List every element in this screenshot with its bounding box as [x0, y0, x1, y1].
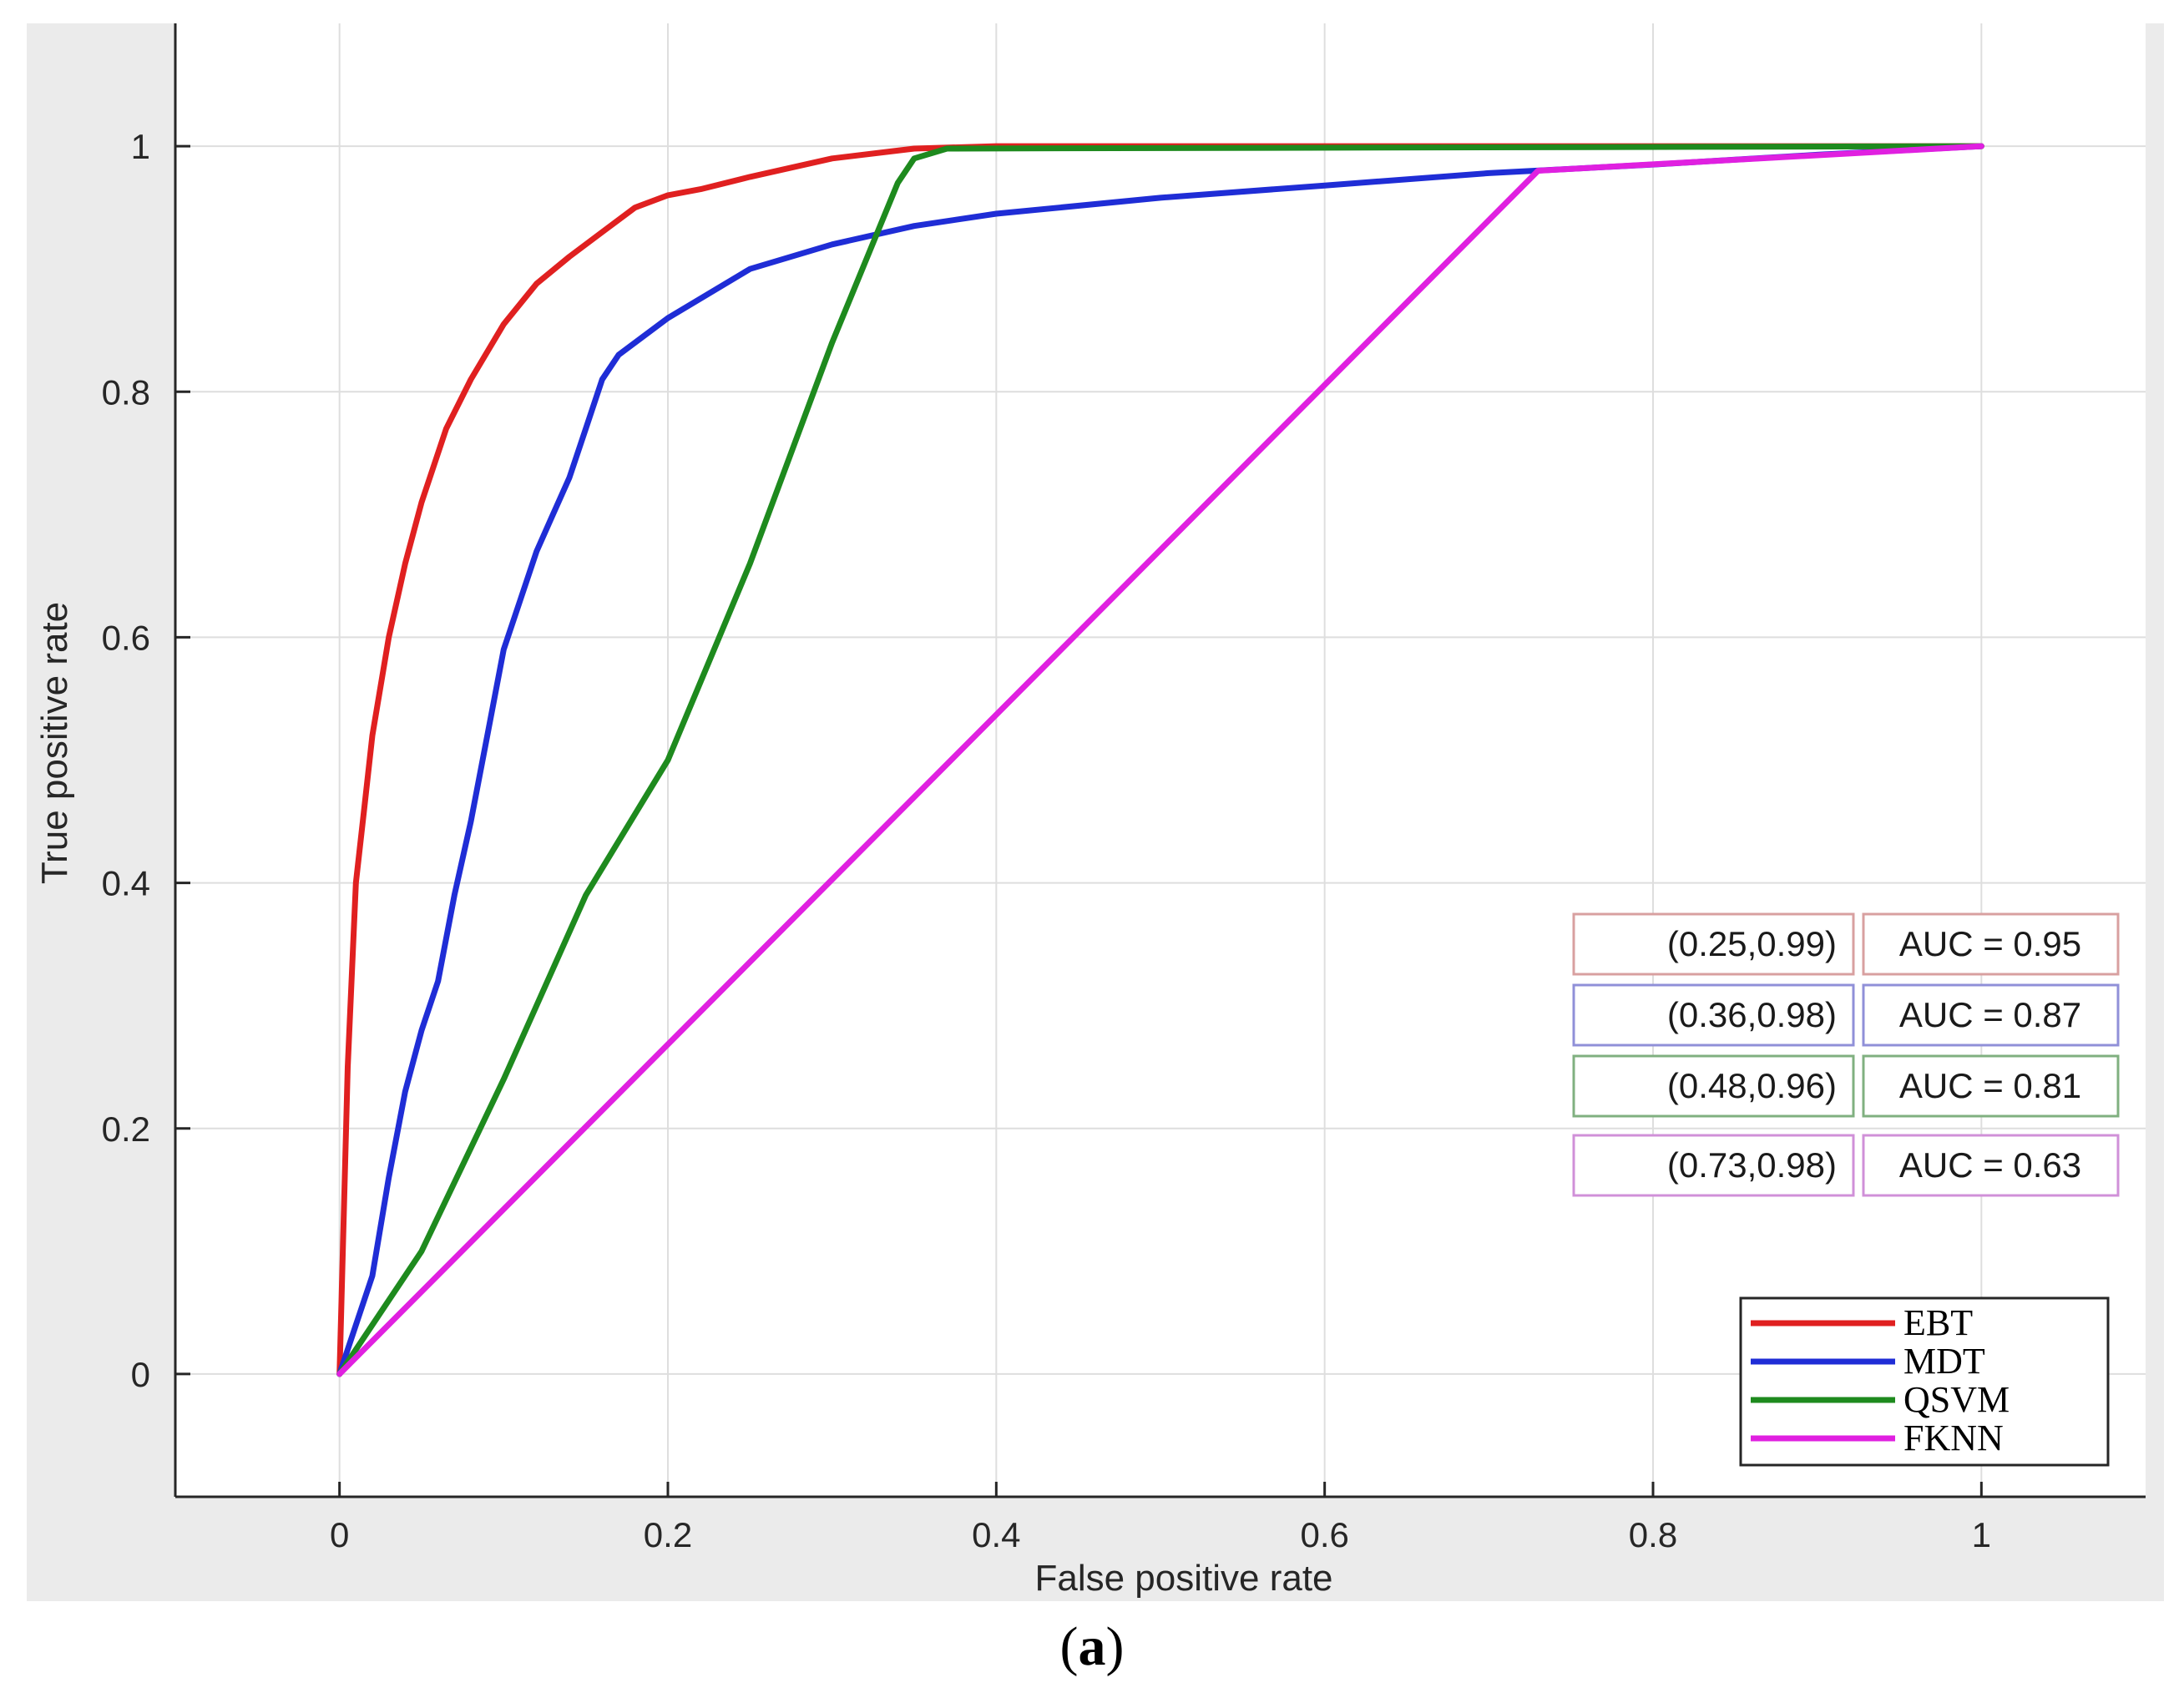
series-line-qsvm	[336, 143, 1984, 1377]
legend-label-fknn: FKNN	[1903, 1417, 2004, 1458]
annotation-auc-1: AUC = 0.87	[1899, 995, 2081, 1034]
legend-label-mdt: MDT	[1903, 1341, 1985, 1382]
annotation-auc-box-3	[1862, 1134, 2120, 1197]
y-tick-label-2: 0.4	[102, 864, 150, 903]
annotation-auc-2: AUC = 0.81	[1899, 1066, 2081, 1105]
annotation-point-0: (0.25,0.99)	[1667, 924, 1837, 963]
annotation-point-1: (0.36,0.98)	[1667, 995, 1837, 1034]
auc-annotations: (0.25,0.99) AUC = 0.95 (0.36,0.98) AUC = 0.…	[1572, 912, 2120, 1197]
y-tick-label-4: 0.8	[102, 372, 150, 412]
annotation-point-box-2	[1572, 1054, 1855, 1118]
annotation-point-2: (0.48,0.96)	[1667, 1066, 1837, 1105]
annotation-auc-box-2	[1862, 1054, 2120, 1118]
series-line-mdt	[336, 143, 1984, 1377]
y-tick-label-0: 0	[131, 1355, 150, 1394]
y-tick-label-1: 0.2	[102, 1109, 150, 1149]
figure-caption: (a)	[1059, 1616, 1125, 1677]
x-tick-label-0: 0	[330, 1515, 349, 1554]
y-axis-label: True positive rate	[34, 602, 75, 884]
annotation-point-box-1	[1572, 983, 1855, 1047]
annotation-auc-box-0	[1862, 912, 2120, 976]
annotation-auc-0: AUC = 0.95	[1899, 924, 2081, 963]
caption-label: a	[1078, 1616, 1106, 1677]
annotation-point-box-3	[1572, 1134, 1855, 1197]
x-tick-label-1: 0.2	[644, 1515, 692, 1554]
x-tick-label-4: 0.8	[1629, 1515, 1677, 1554]
y-tick-label-3: 0.6	[102, 618, 150, 657]
legend-label-ebt: EBT	[1903, 1302, 1973, 1343]
x-tick-label-5: 1	[1972, 1515, 1991, 1554]
annotation-point-3: (0.73,0.98)	[1667, 1145, 1837, 1185]
annotation-auc-3: AUC = 0.63	[1899, 1145, 2081, 1185]
axes: 0 0.2 0.4 0.6 0.8 1 0 0.2 0.4 0.6 0.8 1	[102, 23, 2146, 1554]
annotation-auc-box-1	[1862, 983, 2120, 1047]
x-axis-label: False positive rate	[1034, 1558, 1332, 1599]
plot-area	[175, 23, 2146, 1497]
y-tick-label-5: 1	[131, 127, 150, 166]
x-tick-label-2: 0.4	[972, 1515, 1020, 1554]
series-line-ebt	[336, 143, 1984, 1377]
series-line-fknn	[336, 143, 1984, 1377]
x-tick-label-3: 0.6	[1300, 1515, 1348, 1554]
series-lines	[336, 143, 1984, 1377]
legend-label-qsvm: QSVM	[1903, 1379, 2010, 1420]
annotation-point-box-0	[1572, 912, 1855, 976]
